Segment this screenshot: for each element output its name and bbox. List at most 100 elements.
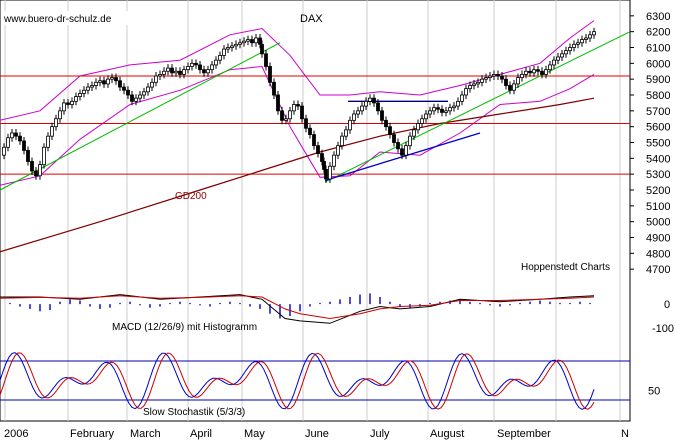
x-axis-label: April (190, 428, 212, 440)
price-bar-body (380, 110, 384, 121)
price-ytick-label: 5600 (646, 122, 670, 134)
price-bar-body (420, 118, 424, 124)
price-bar-body (238, 42, 242, 45)
price-bar-body (516, 77, 520, 85)
price-bar-body (246, 39, 250, 42)
price-bar-body (276, 94, 280, 112)
price-bar-body (86, 86, 90, 91)
price-bar-body (412, 129, 416, 137)
price-bar-body (488, 75, 492, 78)
price-bar-body (170, 67, 174, 74)
price-bar-body (110, 77, 114, 80)
price-bar-body (384, 119, 388, 128)
macd-ytick-label: 0 (664, 299, 670, 311)
price-bar-body (396, 142, 400, 150)
price-ytick-label: 4900 (646, 233, 670, 245)
price-bar-body (484, 77, 488, 80)
price-bar-body (6, 137, 10, 148)
price-bar-body (66, 102, 70, 105)
price-bar-body (98, 80, 102, 83)
price-bar-body (230, 45, 234, 48)
price-bar-body (364, 100, 368, 107)
price-bar-body (234, 43, 238, 47)
price-bar-body (376, 102, 380, 112)
x-axis-label: July (370, 428, 390, 440)
price-bar-body (26, 150, 30, 162)
x-axis-label: August (430, 428, 464, 440)
watermark-background (2, 11, 128, 25)
price-bar-body (508, 85, 512, 91)
price-bar-body (34, 170, 38, 177)
price-bar-body (392, 134, 396, 143)
price-bar-body (272, 81, 276, 96)
price-bar-body (404, 145, 408, 156)
price-bar-body (122, 86, 126, 91)
price-bar-body (532, 69, 536, 74)
price-bar-body (328, 165, 332, 180)
price-bar-body (254, 37, 258, 44)
price-bar-body (536, 69, 540, 72)
price-bar-body (154, 75, 158, 83)
price-bar-body (340, 135, 344, 147)
price-bar-body (250, 39, 254, 44)
price-bar-body (444, 110, 448, 113)
price-bar-body (182, 69, 186, 75)
price-bar-body (194, 62, 198, 66)
macd-ytick-label: -100 (652, 323, 674, 335)
bollinger-bands (0, 20, 595, 186)
price-bar-body (512, 83, 516, 91)
price-bar-body (264, 53, 268, 67)
price-bar-body (166, 67, 170, 72)
price-bar-body (280, 110, 284, 121)
macd-signal-line (0, 295, 595, 320)
price-bar-body (428, 110, 432, 115)
x-axis-label: February (70, 428, 115, 440)
y-axis-ticks: 6300 6200 6100 6000 5900 5800 5700 5600 5500 5400… (630, 11, 674, 398)
price-ytick-label: 5900 (646, 74, 670, 86)
price-bar-body (58, 110, 62, 120)
price-bar-body (158, 74, 162, 77)
price-bar-body (416, 123, 420, 131)
price-ytick-label: 4700 (646, 264, 670, 276)
x-axis-label: 2006 (4, 428, 28, 440)
price-bar-body (560, 53, 564, 58)
green-trendline-0 (0, 42, 281, 191)
price-bar-body (18, 135, 22, 142)
plot-frame (0, 0, 631, 422)
price-bar-body (588, 34, 592, 39)
price-bar-body (304, 118, 308, 129)
price-bar-body (504, 78, 508, 86)
price-bar-body (332, 154, 336, 167)
price-bar-body (142, 91, 146, 96)
price-ytick-label: 4800 (646, 248, 670, 260)
price-bar-body (292, 104, 296, 112)
gd200-label: GD200 (175, 191, 207, 202)
price-bar-body (146, 86, 150, 93)
stochastic-panel (0, 352, 630, 410)
price-bar-body (218, 55, 222, 61)
price-ytick-label: 6200 (646, 27, 670, 39)
price-bar-body (456, 100, 460, 107)
macd-line (0, 294, 595, 324)
price-bar-body (322, 161, 326, 170)
price-bar-body (564, 50, 568, 55)
price-bar-body (408, 135, 412, 147)
price-bar-body (584, 37, 588, 40)
price-bar-body (348, 119, 352, 131)
price-bar-body (210, 64, 214, 71)
price-bar-body (524, 70, 528, 75)
price-bar-body (368, 97, 372, 102)
price-bar-body (258, 37, 262, 45)
price-bar-body (62, 102, 66, 112)
gd200-series-line (0, 97, 595, 253)
price-bar-body (260, 43, 264, 55)
price-bar-body (544, 69, 548, 75)
price-bar-body (30, 161, 34, 172)
price-bar-body (460, 94, 464, 102)
price-ytick-label: 6300 (646, 11, 670, 23)
price-bar-body (448, 107, 452, 112)
price-bar-body (198, 64, 202, 71)
price-bar-body (14, 132, 18, 137)
stoch-ytick-label: 50 (648, 386, 660, 398)
